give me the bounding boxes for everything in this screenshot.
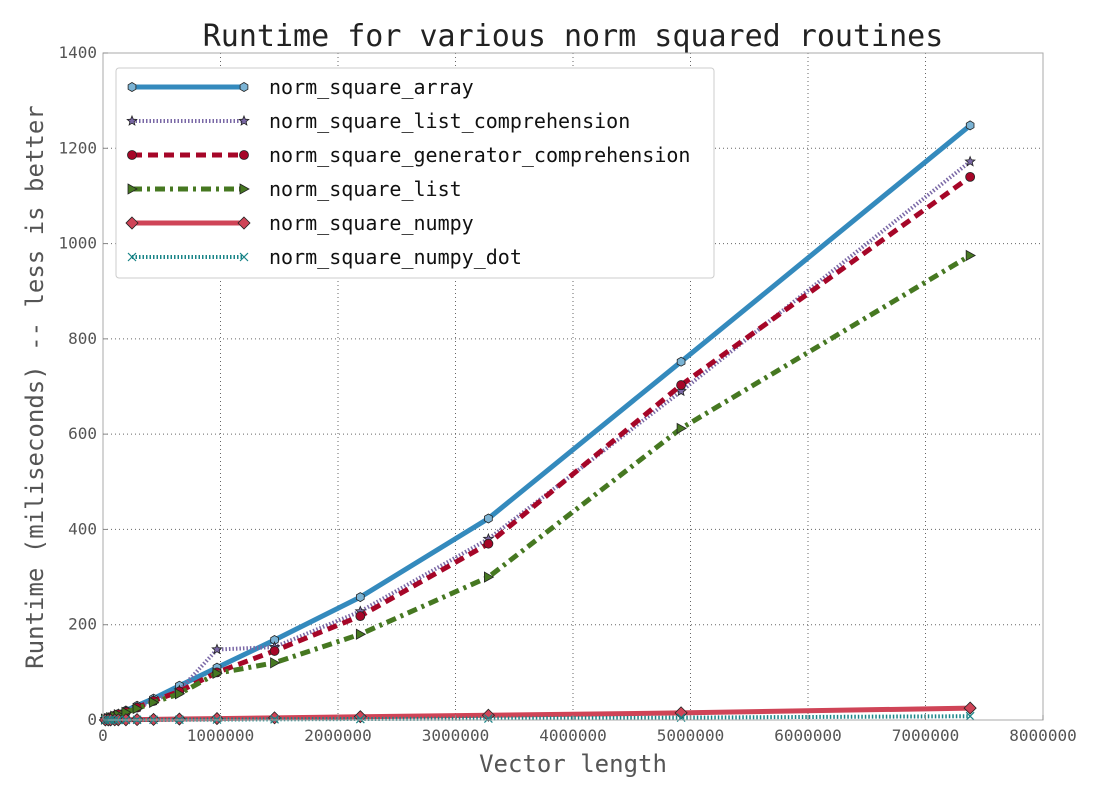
legend-marker	[125, 216, 139, 230]
legend-entry: norm_square_numpy_dot	[127, 245, 522, 269]
data-point	[483, 571, 495, 583]
x-tick-label: 1000000	[187, 726, 254, 745]
y-tick-label: 600	[68, 424, 97, 443]
data-point	[484, 513, 493, 524]
legend-entry: norm_square_list_comprehension	[126, 109, 630, 133]
data-point	[483, 538, 494, 549]
x-tick-label: 8000000	[1009, 726, 1076, 745]
ticks: 0 1000000 2000000 3000000 4000000 5000000 6000…	[58, 43, 1076, 745]
data-point	[211, 643, 223, 655]
data-point	[355, 628, 367, 640]
data-point	[965, 171, 976, 182]
legend-marker	[239, 82, 249, 92]
data-point	[963, 701, 977, 715]
data-point	[270, 657, 281, 669]
data-point	[965, 249, 976, 262]
data-point	[355, 611, 366, 622]
y-tick-label: 1000	[58, 234, 97, 253]
x-tick-label: 6000000	[774, 726, 841, 745]
data-point	[174, 688, 186, 700]
data-point	[149, 696, 160, 709]
data-point	[270, 714, 279, 724]
legend-box	[115, 67, 715, 279]
x-tick-label: 3000000	[422, 726, 489, 745]
data-point	[355, 714, 365, 724]
legend: norm_square_array norm_square_list_compre…	[115, 67, 715, 279]
x-axis-label: Vector length	[479, 750, 667, 778]
legend-label: norm_square_list_comprehension	[269, 109, 630, 133]
y-tick-label: 1200	[58, 138, 97, 157]
data-point	[132, 702, 143, 715]
x-tick-label: 7000000	[892, 726, 959, 745]
data-point	[676, 380, 686, 390]
data-point	[965, 711, 975, 721]
legend-marker	[237, 216, 251, 230]
legend-label: norm_square_numpy	[269, 211, 474, 235]
data-point	[675, 385, 687, 397]
legend-marker	[239, 252, 249, 262]
data-point	[212, 667, 223, 679]
legend-entry: norm_square_list	[127, 177, 462, 201]
data-point	[269, 646, 280, 656]
legend-marker	[239, 150, 249, 160]
y-tick-label: 1400	[58, 43, 97, 62]
data-point	[483, 714, 493, 723]
data-point	[355, 592, 365, 603]
y-axis-label: Runtime (miliseconds) -- less is better	[21, 105, 49, 669]
legend-marker	[127, 82, 137, 92]
x-tick-label: 2000000	[304, 726, 371, 745]
legend-entry: norm_square_array	[127, 75, 474, 99]
legend-marker	[127, 252, 137, 262]
series-line	[105, 714, 971, 722]
data-point	[676, 422, 687, 435]
data-point	[964, 155, 976, 167]
data-point	[676, 356, 686, 367]
legend-label: norm_square_generator_comprehension	[269, 143, 690, 167]
x-tick-label: 5000000	[657, 726, 724, 745]
legend-entry: norm_square_numpy	[125, 211, 474, 235]
legend-entry: norm_square_generator_comprehension	[127, 143, 690, 167]
legend-label: norm_square_list	[269, 177, 462, 201]
legend-marker	[126, 114, 138, 126]
legend-marker	[239, 183, 250, 195]
legend-label: norm_square_numpy_dot	[269, 245, 522, 269]
y-tick-label: 200	[68, 615, 97, 634]
legend-marker	[127, 183, 138, 195]
x-tick-label: 0	[98, 726, 108, 745]
legend-label: norm_square_array	[269, 75, 474, 99]
y-tick-label: 800	[68, 329, 97, 348]
data-point	[965, 120, 975, 131]
legend-marker	[127, 150, 137, 160]
legend-marker	[238, 114, 250, 126]
y-tick-label: 0	[87, 710, 97, 729]
chart-title: Runtime for various norm squared routine…	[203, 19, 944, 54]
y-tick-label: 400	[68, 519, 97, 538]
x-tick-label: 4000000	[539, 726, 606, 745]
